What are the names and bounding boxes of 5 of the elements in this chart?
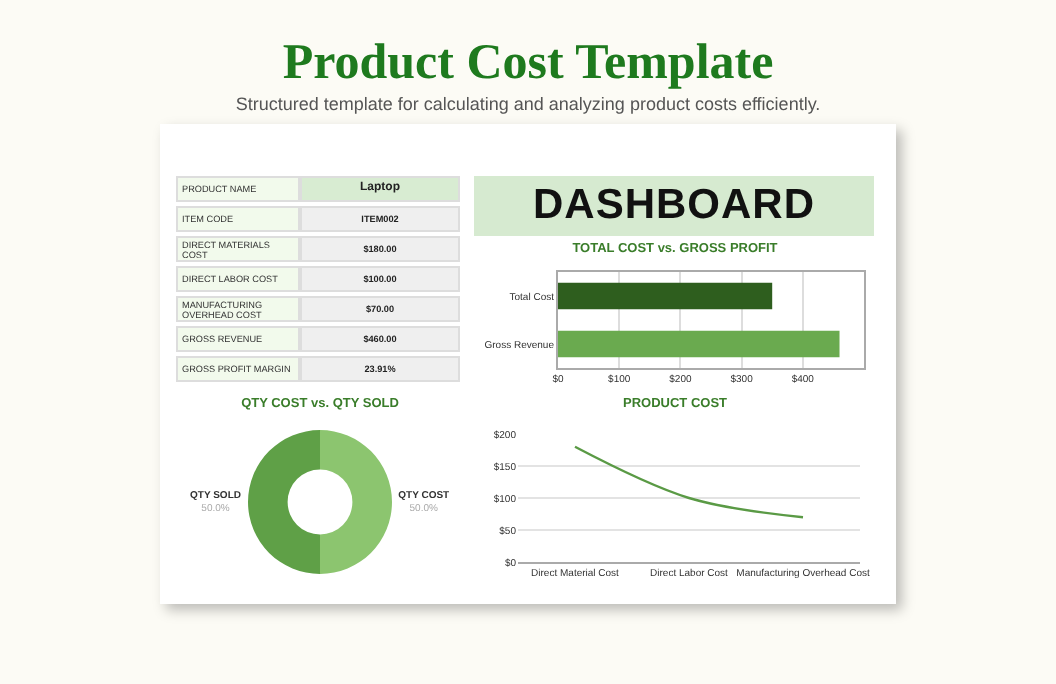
donut-slice: [320, 430, 392, 574]
text: Structured template for calculating and analyzing product costs efficiently.: [233, 94, 823, 114]
text: DASHBOARD: [474, 176, 874, 236]
text: Product Cost Template: [280, 36, 776, 92]
donut-slice: [248, 430, 320, 574]
